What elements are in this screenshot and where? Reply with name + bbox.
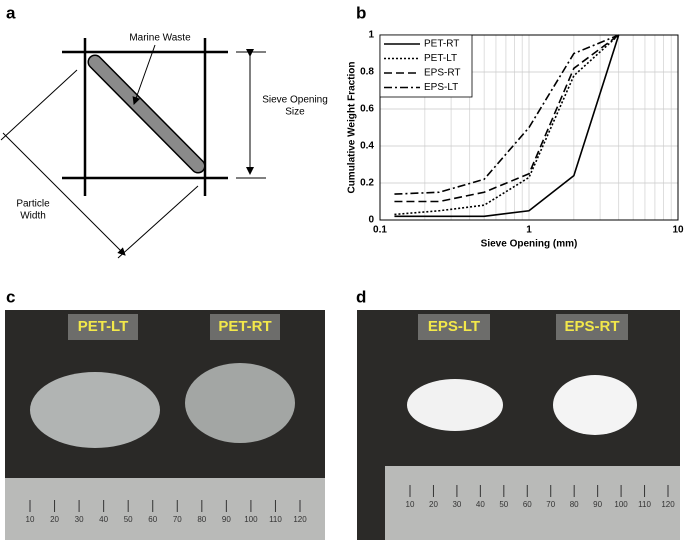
sample-pile <box>553 375 637 435</box>
panel-label: a <box>6 3 16 22</box>
y-tick-label: 0 <box>368 215 374 226</box>
photo-tag: EPS-RT <box>564 318 619 335</box>
plot-frame <box>379 34 679 221</box>
tag-box <box>418 314 490 340</box>
y-axis-label: Cumulative Weight Fraction <box>347 61 358 193</box>
legend-label: EPS-LT <box>424 82 458 93</box>
ruler-number: 60 <box>523 500 532 509</box>
series-line <box>394 34 620 195</box>
sample-pile <box>407 379 503 431</box>
legend-label: PET-LT <box>424 53 457 64</box>
legend-label: EPS-RT <box>424 68 461 79</box>
sieve-diagram <box>62 38 228 196</box>
diagram-label: Sieve Opening <box>262 95 328 106</box>
ruler-number: 10 <box>26 515 35 524</box>
panel-label: c <box>6 287 15 306</box>
ruler-number: 20 <box>50 515 59 524</box>
photo-tag: EPS-LT <box>428 318 480 335</box>
particle <box>89 56 204 172</box>
ruler-number: 40 <box>476 500 485 509</box>
ruler-number: 70 <box>546 500 555 509</box>
ruler-number: 100 <box>244 515 258 524</box>
ruler-number: 30 <box>75 515 84 524</box>
ruler <box>385 466 680 540</box>
photo-tag: PET-LT <box>78 318 129 335</box>
tag-box <box>68 314 138 340</box>
ruler-number: 80 <box>197 515 206 524</box>
x-tick-label: 0.1 <box>373 225 387 236</box>
y-tick-label: 0.2 <box>360 178 374 189</box>
ruler-number: 110 <box>638 500 651 509</box>
y-tick-label: 0.6 <box>360 104 374 115</box>
legend-label: PET-RT <box>424 39 459 50</box>
y-tick-label: 1 <box>368 30 374 41</box>
ruler-number: 30 <box>452 500 461 509</box>
y-tick-label: 0.4 <box>360 141 374 152</box>
ruler <box>5 478 325 540</box>
ruler-number: 50 <box>499 500 508 509</box>
sample-pile <box>185 363 295 443</box>
diagram-label: Width <box>20 211 46 222</box>
panel-label: b <box>356 3 366 22</box>
diagram-label: Particle <box>16 199 50 210</box>
dimension <box>0 49 266 259</box>
ruler-number: 120 <box>661 500 675 509</box>
x-tick-label: 10 <box>672 225 684 236</box>
ruler-number: 70 <box>173 515 182 524</box>
ruler-number: 90 <box>222 515 231 524</box>
arrow <box>132 44 156 105</box>
ruler-number: 100 <box>614 500 628 509</box>
diagram-label: Size <box>285 107 305 118</box>
tag-box <box>210 314 280 340</box>
ruler-number: 120 <box>293 515 307 524</box>
diagram-label: Marine Waste <box>129 33 191 44</box>
ruler-number: 90 <box>593 500 602 509</box>
ruler-number: 10 <box>406 500 415 509</box>
ruler-number: 60 <box>148 515 157 524</box>
x-tick-label: 1 <box>526 225 532 236</box>
photo-tag: PET-RT <box>218 318 271 335</box>
series-line <box>394 34 620 218</box>
panel-label: d <box>356 287 366 306</box>
ruler-number: 110 <box>269 515 282 524</box>
series-line <box>394 34 620 216</box>
legend-box <box>379 34 473 98</box>
ruler-number: 50 <box>124 515 133 524</box>
series-line <box>394 34 620 203</box>
x-axis-label: Sieve Opening (mm) <box>481 239 578 250</box>
ruler-number: 80 <box>570 500 579 509</box>
sample-pile <box>30 372 160 448</box>
ruler-number: 40 <box>99 515 108 524</box>
y-tick-label: 0.8 <box>360 67 374 78</box>
tag-box <box>556 314 628 340</box>
ruler-number: 20 <box>429 500 438 509</box>
